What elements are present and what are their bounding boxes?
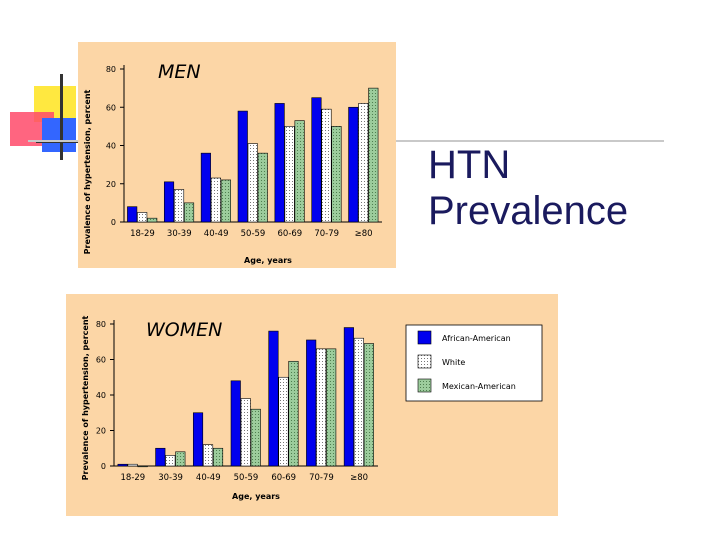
men-bar-white-6 bbox=[358, 103, 369, 223]
women-bar-white-5 bbox=[316, 348, 327, 467]
men-bar-white-2 bbox=[210, 177, 221, 223]
women-plot: 0 20 40 60 80 18-29 30-39 40-49 50-59 60-69 70-79 ≥… bbox=[96, 320, 378, 483]
deco-vertical-bar bbox=[60, 74, 63, 160]
slide-title-line2: Prevalence bbox=[428, 189, 629, 233]
men-chart-title: MEN bbox=[158, 61, 201, 83]
women-bar-african-american-3 bbox=[230, 380, 241, 467]
men-bar-mexican-american-2 bbox=[220, 179, 231, 223]
deco-blue-square bbox=[42, 118, 76, 152]
women-chart: Prevalence of hypertension, percent WOME… bbox=[81, 315, 543, 501]
women-x-tick-label: ≥80 bbox=[350, 473, 368, 483]
women-y-axis-label: Prevalence of hypertension, percent bbox=[81, 315, 90, 480]
men-bar-mexican-american-5 bbox=[331, 126, 342, 223]
men-chart-panel: Prevalence of hypertension, percent MEN … bbox=[78, 42, 396, 268]
women-legend-label-mexican-american: Mexican-American bbox=[442, 382, 516, 391]
men-bar-mexican-american-1 bbox=[183, 202, 195, 223]
women-x-tick-label: 50-59 bbox=[234, 473, 259, 483]
women-bar-white-2 bbox=[202, 444, 214, 467]
men-bar-mexican-american-0 bbox=[147, 217, 158, 223]
slide-title: HTN Prevalence bbox=[428, 142, 628, 234]
men-bar-white-5 bbox=[321, 108, 332, 223]
women-x-tick-label: 30-39 bbox=[158, 473, 183, 483]
men-y-tick-label: 20 bbox=[106, 180, 116, 189]
women-y-tick-label: 0 bbox=[101, 462, 106, 471]
women-bar-african-american-1 bbox=[155, 447, 166, 467]
women-bar-white-6 bbox=[353, 337, 364, 467]
women-x-axis-label: Age, years bbox=[232, 492, 280, 501]
men-bar-african-american-0 bbox=[127, 206, 138, 223]
men-x-tick-label: 70-79 bbox=[314, 229, 339, 239]
women-bar-white-1 bbox=[165, 455, 176, 467]
women-bar-mexican-american-4 bbox=[288, 360, 299, 467]
men-bar-mexican-american-4 bbox=[294, 120, 305, 223]
men-x-tick-label: 50-59 bbox=[241, 229, 266, 239]
men-bar-african-american-3 bbox=[237, 110, 248, 223]
women-x-tick-label: 70-79 bbox=[309, 473, 334, 483]
women-y-tick-label: 80 bbox=[96, 320, 106, 329]
men-plot: 0 20 40 60 80 18-29 30-39 40-49 50-59 60-69 70-79 ≥… bbox=[106, 65, 382, 239]
men-bar-white-4 bbox=[284, 126, 295, 223]
men-bar-white-1 bbox=[173, 189, 185, 223]
women-chart-panel: Prevalence of hypertension, percent WOME… bbox=[66, 294, 558, 516]
men-y-tick-label: 40 bbox=[106, 142, 116, 151]
women-bar-white-4 bbox=[278, 376, 289, 467]
women-chart-title: WOMEN bbox=[146, 319, 222, 341]
men-bar-african-american-2 bbox=[200, 152, 211, 223]
men-y-tick-label: 0 bbox=[111, 218, 116, 227]
men-bar-african-american-5 bbox=[311, 97, 322, 223]
men-x-tick-label: 40-49 bbox=[204, 229, 229, 239]
women-bar-white-0 bbox=[127, 463, 138, 467]
men-bar-african-american-6 bbox=[348, 106, 359, 223]
men-x-tick-label: 18-29 bbox=[130, 229, 155, 239]
women-y-tick-label: 60 bbox=[96, 356, 106, 365]
women-bar-white-3 bbox=[240, 398, 251, 467]
men-x-tick-label: 60-69 bbox=[278, 229, 303, 239]
men-x-tick-label: ≥80 bbox=[355, 229, 373, 239]
women-bar-mexican-american-3 bbox=[250, 408, 261, 467]
women-bar-mexican-american-1 bbox=[175, 451, 186, 467]
women-bar-mexican-american-5 bbox=[326, 348, 337, 467]
women-bar-mexican-american-6 bbox=[363, 343, 374, 467]
men-chart: Prevalence of hypertension, percent MEN … bbox=[83, 61, 382, 265]
men-bar-african-american-4 bbox=[274, 103, 285, 223]
women-legend-swatch-african-american bbox=[417, 330, 432, 345]
men-y-tick-label: 80 bbox=[106, 65, 116, 74]
women-x-tick-label: 60-69 bbox=[271, 473, 296, 483]
women-legend-swatch-mexican-american bbox=[417, 378, 432, 393]
women-bar-african-american-6 bbox=[343, 327, 354, 467]
women-y-tick-label: 20 bbox=[96, 427, 106, 436]
women-legend: African-American White Mexican-American bbox=[405, 324, 543, 402]
women-bar-mexican-american-0 bbox=[137, 465, 148, 468]
men-bar-african-american-1 bbox=[163, 181, 175, 223]
slide-title-line1: HTN bbox=[428, 143, 511, 187]
women-legend-label-white: White bbox=[442, 358, 465, 367]
women-x-tick-label: 18-29 bbox=[121, 473, 146, 483]
men-bar-mexican-american-3 bbox=[257, 152, 268, 223]
men-bar-white-0 bbox=[137, 212, 148, 223]
women-bar-african-american-4 bbox=[268, 330, 279, 467]
men-bar-mexican-american-6 bbox=[368, 87, 379, 223]
women-bar-african-american-2 bbox=[192, 412, 204, 467]
women-bar-african-american-5 bbox=[306, 339, 317, 467]
men-x-tick-label: 30-39 bbox=[167, 229, 192, 239]
women-legend-label-african-american: African-American bbox=[442, 334, 511, 343]
women-bar-african-american-0 bbox=[117, 463, 128, 467]
men-bar-white-3 bbox=[247, 143, 258, 223]
men-y-axis-label: Prevalence of hypertension, percent bbox=[83, 89, 92, 254]
women-x-tick-label: 40-49 bbox=[196, 473, 221, 483]
women-bar-mexican-american-2 bbox=[212, 447, 224, 467]
men-x-axis-label: Age, years bbox=[244, 256, 292, 265]
men-y-tick-label: 60 bbox=[106, 103, 116, 112]
women-legend-swatch-white bbox=[417, 354, 432, 369]
women-y-tick-label: 40 bbox=[96, 391, 106, 400]
